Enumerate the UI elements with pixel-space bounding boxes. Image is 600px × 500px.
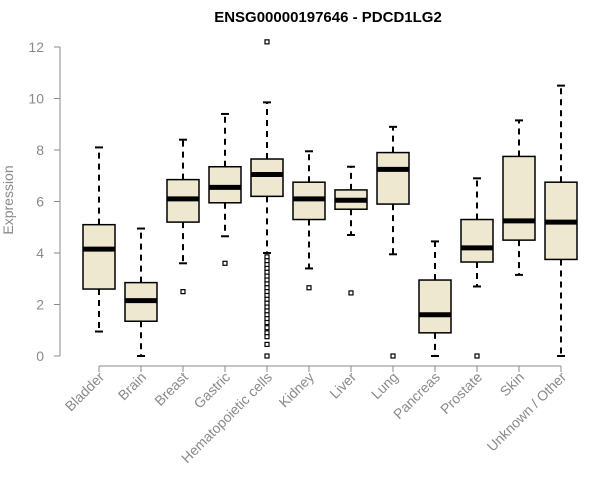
outlier-point: [264, 341, 270, 348]
y-tick-label: 6: [36, 194, 44, 210]
y-axis-label: Expression: [0, 165, 16, 234]
y-tick-label: 2: [36, 297, 44, 313]
x-tick-label: Lung: [368, 369, 401, 402]
outlier-point: [180, 289, 186, 295]
y-tick-label: 10: [28, 91, 44, 107]
outlier-point: [348, 290, 354, 296]
x-tick-label: Kidney: [276, 369, 318, 411]
x-tick-label: Bladder: [62, 369, 108, 415]
y-axis: 0 2 4 6 8 10 12: [28, 39, 61, 364]
box-gastric: [208, 165, 242, 204]
y-tick-label: 8: [36, 142, 44, 158]
x-tick-label: Unknown / Other: [484, 369, 570, 455]
box-pancreas: [418, 279, 452, 334]
outlier-point: [264, 334, 270, 340]
x-tick-label: Prostate: [437, 369, 485, 417]
outlier-point: [264, 39, 270, 45]
whiskers-layer: [95, 84, 565, 357]
y-tick-label: 0: [36, 348, 44, 364]
boxes-layer: [82, 151, 578, 334]
outliers-layer: [180, 39, 480, 359]
x-tick-label: Brain: [115, 369, 149, 403]
box-lung: [376, 151, 410, 205]
outlier-point: [390, 353, 396, 359]
outlier-point: [264, 353, 270, 359]
x-tick-label: Liver: [326, 369, 359, 402]
outlier-point: [306, 285, 312, 291]
x-tick-label: Skin: [497, 369, 528, 400]
outlier-point: [264, 325, 270, 331]
y-tick-label: 12: [28, 39, 44, 55]
box-hematopoietic-cells: [250, 158, 284, 198]
outlier-point: [222, 260, 228, 266]
chart-title: ENSG00000197646 - PDCD1LG2: [214, 9, 442, 26]
box-skin: [502, 155, 536, 241]
box-bladder: [82, 223, 116, 290]
y-tick-label: 4: [36, 245, 44, 261]
x-tick-label: Breast: [151, 369, 191, 409]
x-tick-label: Pancreas: [390, 369, 443, 422]
outlier-point: [264, 319, 270, 326]
outlier-point: [474, 353, 480, 359]
box-prostate: [460, 218, 494, 263]
